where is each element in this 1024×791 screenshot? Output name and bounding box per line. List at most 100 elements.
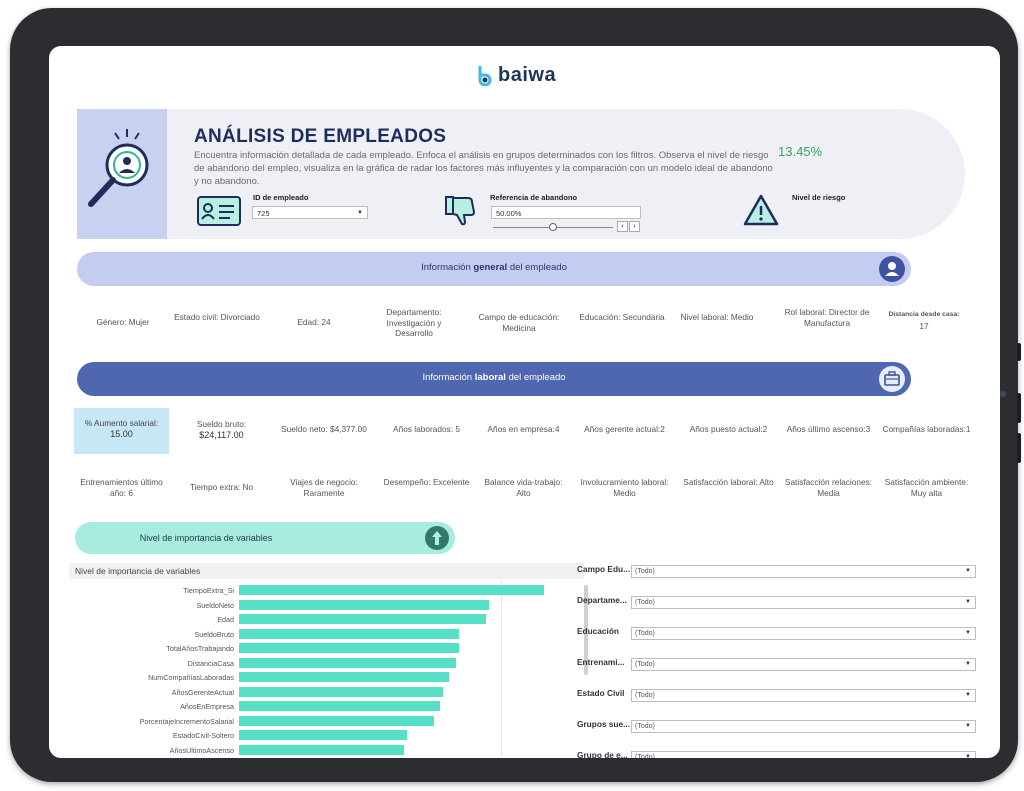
chevron-down-icon: ▼: [357, 210, 363, 216]
employee-id-label: ID de empleado: [253, 193, 309, 202]
brand-logo: baiwa: [476, 64, 556, 87]
labor-info-row-1: % Aumento salarial: 15.00 Sueldo bruto: $24…: [69, 408, 979, 454]
bar-label: SueldoNeto: [196, 600, 234, 610]
bar-label: NumCompañíasLaboradas: [148, 673, 234, 682]
chevron-down-icon: ▼: [965, 692, 971, 698]
labor-info-item: Involucramiento laboral: Medio: [580, 477, 669, 498]
filter-label: Departame...: [577, 595, 627, 605]
bar[interactable]: [239, 744, 404, 755]
filter-value: (Todo): [635, 661, 655, 668]
labor-info-item: Desempeño: Excelente: [383, 477, 470, 487]
chart-scrollbar[interactable]: [584, 585, 588, 675]
labor-info-label: Años gerente actual:2: [584, 424, 665, 434]
importance-band: Nivel de importancia de variables: [75, 522, 455, 554]
bar-label: Edad: [217, 615, 234, 624]
bar[interactable]: [239, 701, 441, 711]
labor-info-item: Años laborados: 5: [379, 424, 474, 435]
general-info-item: Campo de educación: Medicina: [478, 312, 560, 333]
general-info-row: Género: Mujer Estado civil: Divorciado Eda…: [69, 304, 979, 344]
slider-right-button[interactable]: ›: [629, 221, 640, 232]
bar[interactable]: [239, 686, 444, 697]
bar-label: DistanciaCasa: [187, 658, 234, 668]
bar-label: PorcentajeIncrementoSalarial: [139, 716, 234, 726]
filter-value: (Todo): [635, 692, 655, 699]
general-info-item: Distancia desde casa: 17: [879, 310, 969, 331]
brand-name: baiwa: [498, 64, 557, 86]
bar-label: SueldoBruto: [194, 629, 234, 639]
filter-value: (Todo): [635, 568, 655, 575]
filter-label: Estado Civil: [577, 688, 625, 698]
bar-label: AñosGerenteActual: [171, 687, 234, 697]
reference-input[interactable]: 50.00%: [491, 206, 641, 219]
bar[interactable]: [239, 599, 490, 610]
labor-info-item: Años gerente actual:2: [577, 424, 672, 435]
bar[interactable]: [239, 730, 407, 740]
labor-info-value: 15.00: [110, 428, 133, 439]
reference-value: 50.00%: [496, 209, 522, 218]
labor-info-item: Satisfacción laboral: Alto: [683, 477, 774, 487]
filter-value: (Todo): [635, 754, 655, 758]
filter-select[interactable]: (Todo) ▼: [631, 596, 976, 609]
labor-info-label: Años último ascenso:3: [786, 424, 871, 434]
labor-info-item: Años último ascenso:3: [781, 424, 876, 435]
bar[interactable]: [239, 585, 544, 595]
page-title: ANÁLISIS DE EMPLEADOS: [194, 126, 447, 147]
filter-label: Entrenami...: [577, 657, 625, 667]
filter-label: Grupo de e...: [577, 750, 628, 758]
dashboard-screen: baiwa ANÁLISIS DE EMPLEADOS Encuentra in…: [49, 46, 1000, 758]
labor-info-label: Sueldo neto: $4,377.00: [281, 424, 367, 434]
general-info-item: Rol laboral: Director de Manufactura: [784, 307, 870, 328]
bar-label: AñosUltimoAscenso: [169, 745, 234, 755]
page-description: Encuentra información detallada de cada …: [194, 150, 773, 187]
labor-info-item: Balance vida-trabajo: Alto: [484, 477, 563, 498]
bar[interactable]: [239, 628, 459, 639]
arrow-up-icon: [425, 526, 449, 550]
employee-id-select[interactable]: 725 ▼: [252, 206, 368, 219]
filter-select[interactable]: (Todo) ▼: [631, 658, 976, 671]
general-info-item: Estado civil: Divorciado: [174, 312, 260, 322]
filter-label: Grupos sue...: [577, 719, 631, 729]
camera-dot: [1000, 391, 1006, 397]
labor-info-item: Compañías laboradas:1: [879, 424, 974, 435]
risk-level-value: 13.45%: [778, 144, 823, 159]
bar[interactable]: [239, 715, 435, 726]
warning-icon: [743, 194, 779, 226]
filter-label: Educación: [577, 626, 619, 636]
labor-info-label: Compañías laboradas:1: [882, 424, 971, 434]
filter-value: (Todo): [635, 723, 655, 730]
general-info-band: Información general del empleado: [77, 252, 911, 286]
general-info-title: Información general del empleado: [421, 262, 567, 273]
general-info-item: Edad: 24: [297, 317, 331, 327]
general-info-item: Educación: Secundaria: [579, 312, 665, 322]
filter-select[interactable]: (Todo) ▼: [631, 751, 976, 758]
bar[interactable]: [239, 672, 450, 682]
labor-info-item: Satisfacción relaciones: Media: [784, 477, 873, 498]
filter-select[interactable]: (Todo) ▼: [631, 565, 976, 578]
bar-label: TotalAñosTrabajando: [166, 644, 234, 653]
labor-info-value: $24,117.00: [199, 429, 244, 440]
labor-info-item: Sueldo bruto: $24,117.00: [174, 419, 269, 440]
thumbs-down-icon: [445, 196, 476, 226]
labor-info-label: Sueldo bruto:: [196, 419, 247, 429]
employee-id-value: 725: [257, 209, 270, 218]
reference-label: Referencia de abandono: [490, 193, 578, 202]
importance-chart: Nivel de importancia de variables Tiempo…: [69, 563, 588, 758]
filter-select[interactable]: (Todo) ▼: [631, 627, 976, 640]
labor-info-item: Tiempo extra: No: [189, 482, 254, 492]
briefcase-icon: [879, 366, 905, 392]
chart-title: Nivel de importancia de variables: [69, 563, 584, 579]
bar-label: TiempoExtra_Si: [183, 586, 234, 595]
reference-slider-handle[interactable]: [549, 223, 557, 231]
labor-info-item: % Aumento salarial: 15.00: [74, 408, 169, 454]
labor-info-item: Sueldo neto: $4,377.00: [274, 424, 374, 435]
labor-info-item: Años en empresa:4: [481, 424, 566, 435]
slider-left-button[interactable]: ‹: [617, 221, 628, 232]
filter-select[interactable]: (Todo) ▼: [631, 720, 976, 733]
general-info-item: Departamento: Investigación y Desarrollo: [386, 307, 442, 338]
bar[interactable]: [239, 614, 487, 624]
bar[interactable]: [239, 657, 456, 668]
filter-select[interactable]: (Todo) ▼: [631, 689, 976, 702]
bar[interactable]: [239, 643, 459, 653]
chevron-down-icon: ▼: [965, 754, 971, 758]
baiwa-logo-icon: [478, 65, 492, 86]
